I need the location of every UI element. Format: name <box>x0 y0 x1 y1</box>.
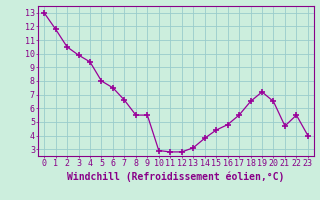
X-axis label: Windchill (Refroidissement éolien,°C): Windchill (Refroidissement éolien,°C) <box>67 171 285 182</box>
